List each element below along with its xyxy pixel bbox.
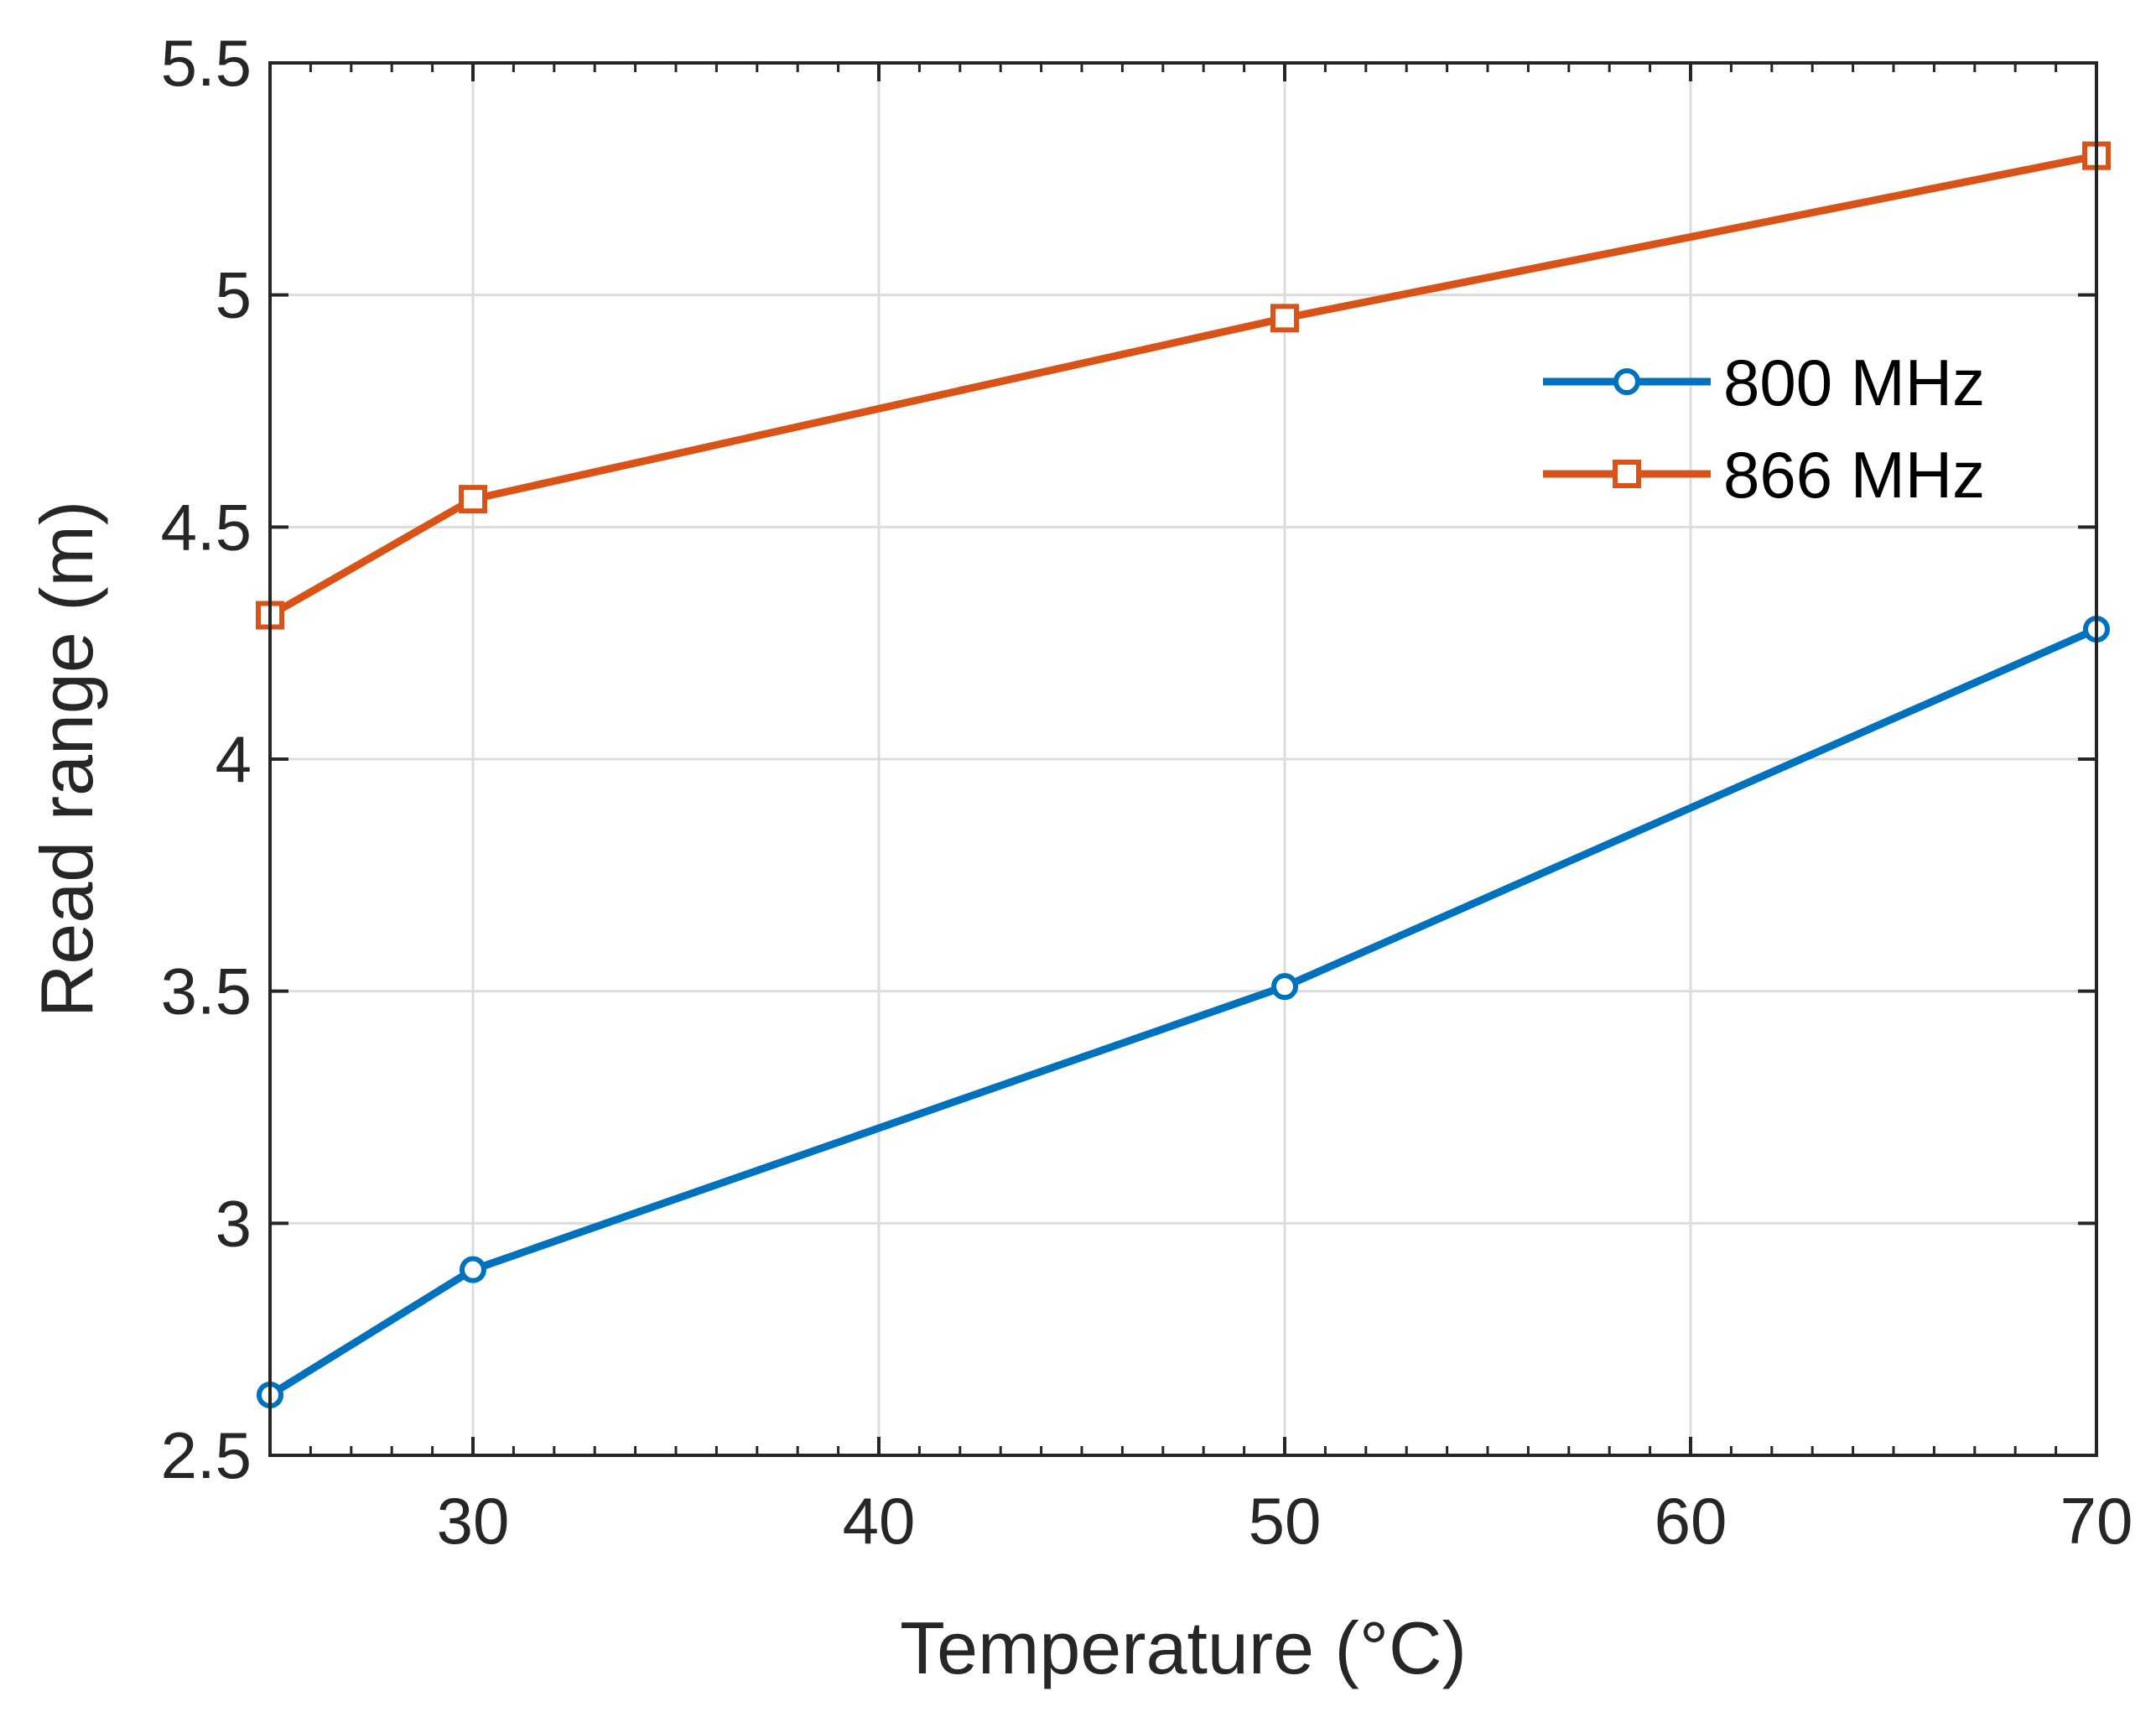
y-tick-label: 4.5	[161, 490, 252, 564]
x-tick-label: 70	[2060, 1484, 2133, 1558]
y-tick-label: 4	[216, 722, 252, 796]
legend-label-2: 866 MHz	[1723, 438, 1985, 512]
legend-marker-1	[1613, 368, 1640, 395]
series-line-1	[268, 625, 2098, 1398]
tick-labels: 30 40 50 60 70 2.5 3 3.5 4 4.5 5 5.5	[161, 26, 2133, 1558]
data-point-series-1	[1271, 973, 1298, 1001]
data-point-series-1	[460, 1256, 486, 1283]
y-tick-label: 3	[216, 1186, 252, 1260]
y-tick-label: 5.5	[161, 26, 252, 100]
y-tick-label: 5	[216, 258, 252, 332]
y-tick-label: 2.5	[161, 1418, 252, 1492]
y-axis-title: Read range (m)	[25, 501, 108, 1017]
x-tick-label: 30	[437, 1484, 510, 1558]
axes	[268, 61, 2098, 1457]
x-tick-label: 40	[843, 1484, 916, 1558]
y-tick-label: 3.5	[161, 955, 252, 1028]
x-tick-label: 60	[1655, 1484, 1727, 1558]
data-point-series-2	[1270, 304, 1299, 333]
legend-marker-2	[1613, 460, 1641, 488]
x-tick-label: 50	[1249, 1484, 1322, 1558]
legend: 800 MHz 866 MHz	[1543, 346, 1985, 512]
series-layer	[256, 141, 2111, 1409]
series-line-2	[268, 152, 2097, 619]
x-axis-title: Temperature (°C)	[900, 1606, 1467, 1689]
data-point-series-2	[459, 485, 487, 514]
legend-label-1: 800 MHz	[1723, 346, 1985, 419]
